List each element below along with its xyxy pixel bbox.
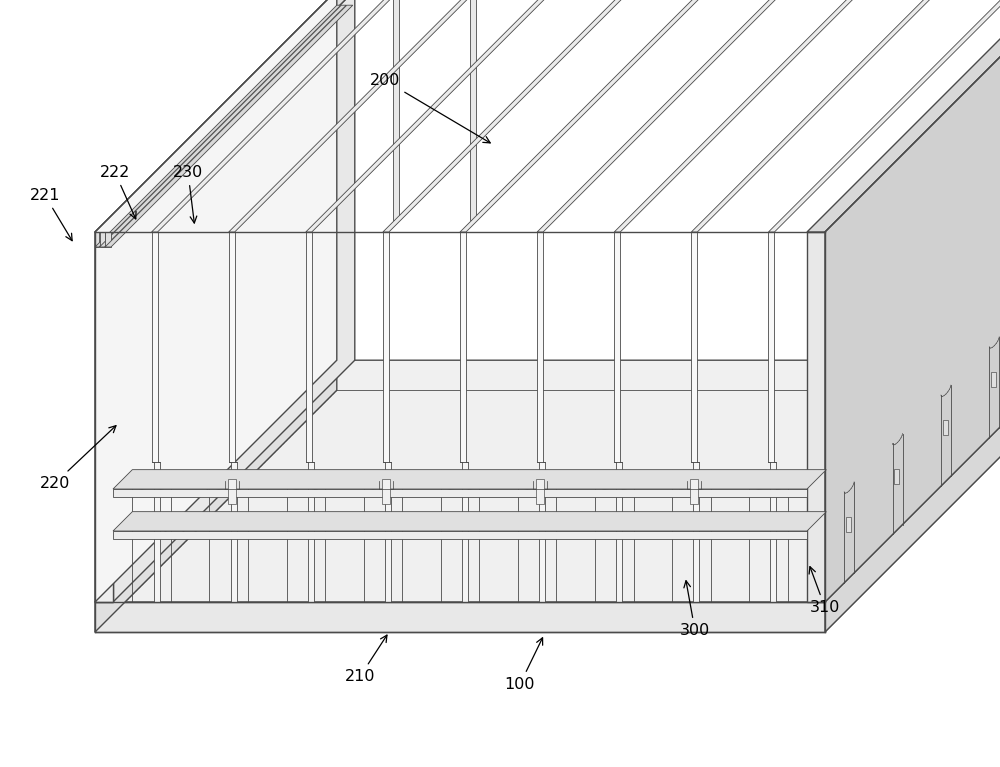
Polygon shape <box>385 462 391 602</box>
Text: 220: 220 <box>40 426 116 491</box>
Polygon shape <box>460 232 466 462</box>
Polygon shape <box>943 420 948 435</box>
Polygon shape <box>537 232 543 462</box>
Polygon shape <box>825 0 1000 602</box>
Polygon shape <box>382 479 390 504</box>
Polygon shape <box>95 0 355 232</box>
Polygon shape <box>95 360 1000 602</box>
Polygon shape <box>383 0 631 232</box>
Polygon shape <box>614 0 862 232</box>
Polygon shape <box>228 479 236 504</box>
Polygon shape <box>113 531 807 539</box>
Polygon shape <box>807 232 825 602</box>
Polygon shape <box>229 0 476 232</box>
Polygon shape <box>770 462 776 602</box>
Polygon shape <box>95 360 337 632</box>
Text: 221: 221 <box>30 188 72 241</box>
Polygon shape <box>768 232 774 462</box>
Polygon shape <box>536 479 544 504</box>
Polygon shape <box>113 489 807 497</box>
Text: 100: 100 <box>505 638 543 692</box>
Text: 230: 230 <box>173 165 203 223</box>
Polygon shape <box>539 462 545 602</box>
Polygon shape <box>462 462 468 602</box>
Polygon shape <box>100 232 104 247</box>
Polygon shape <box>95 232 113 602</box>
Polygon shape <box>383 232 389 462</box>
Text: 210: 210 <box>345 635 387 684</box>
Polygon shape <box>768 0 1000 232</box>
Text: 300: 300 <box>680 581 710 638</box>
Polygon shape <box>807 0 1000 232</box>
Polygon shape <box>95 232 113 602</box>
Polygon shape <box>616 462 622 602</box>
Polygon shape <box>691 232 697 462</box>
Polygon shape <box>100 5 346 247</box>
Polygon shape <box>152 0 399 232</box>
Polygon shape <box>825 360 1000 632</box>
Polygon shape <box>95 232 99 247</box>
Text: 222: 222 <box>100 165 136 219</box>
Polygon shape <box>537 0 785 232</box>
Polygon shape <box>470 0 476 220</box>
Polygon shape <box>95 5 341 247</box>
Polygon shape <box>306 0 554 232</box>
Polygon shape <box>460 0 708 232</box>
Polygon shape <box>690 479 698 504</box>
Polygon shape <box>95 0 337 602</box>
Polygon shape <box>393 0 399 220</box>
Polygon shape <box>306 232 312 462</box>
Polygon shape <box>105 5 353 247</box>
Polygon shape <box>113 469 826 489</box>
Polygon shape <box>152 232 158 462</box>
Polygon shape <box>846 517 851 532</box>
Text: 200: 200 <box>370 73 490 143</box>
Polygon shape <box>693 462 699 602</box>
Polygon shape <box>614 232 620 462</box>
Polygon shape <box>113 0 355 602</box>
Polygon shape <box>991 372 996 387</box>
Polygon shape <box>691 0 939 232</box>
Polygon shape <box>894 469 899 483</box>
Polygon shape <box>113 512 826 531</box>
Polygon shape <box>308 462 314 602</box>
Polygon shape <box>231 462 237 602</box>
Polygon shape <box>105 232 111 247</box>
Polygon shape <box>95 602 825 632</box>
Polygon shape <box>154 462 160 602</box>
Text: 310: 310 <box>809 567 840 615</box>
Polygon shape <box>229 232 235 462</box>
